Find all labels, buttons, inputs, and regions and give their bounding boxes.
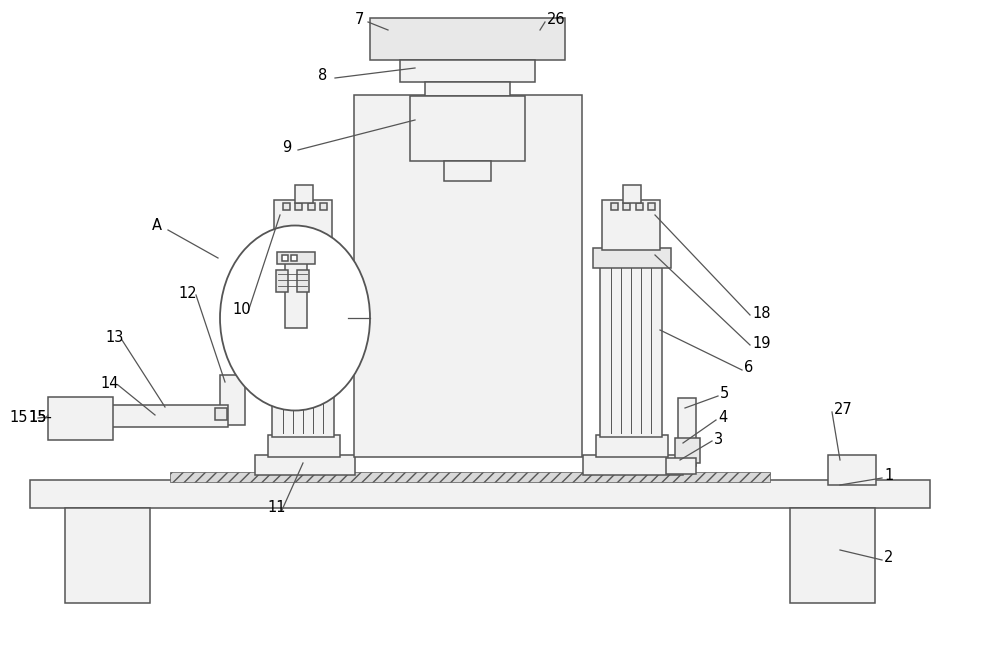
Bar xyxy=(790,508,875,603)
Ellipse shape xyxy=(220,225,370,411)
Text: 3: 3 xyxy=(714,432,723,447)
Bar xyxy=(828,455,876,485)
Bar xyxy=(623,185,641,203)
Bar xyxy=(291,255,297,261)
Bar xyxy=(593,248,671,268)
Bar xyxy=(602,200,660,250)
Text: 19: 19 xyxy=(752,336,770,350)
Text: 27: 27 xyxy=(834,402,853,417)
Text: A: A xyxy=(152,217,162,232)
Bar xyxy=(274,200,332,250)
Text: 9: 9 xyxy=(282,140,291,156)
Text: 2: 2 xyxy=(884,550,893,565)
Bar xyxy=(215,408,227,420)
Text: 15-: 15- xyxy=(28,411,52,426)
Bar xyxy=(320,203,327,210)
Bar xyxy=(675,438,700,463)
Bar xyxy=(65,508,150,603)
Bar xyxy=(30,480,930,508)
Bar xyxy=(444,161,491,181)
Bar xyxy=(272,265,334,437)
Bar xyxy=(88,405,228,427)
Bar xyxy=(666,458,696,474)
Bar xyxy=(283,203,290,210)
Bar xyxy=(596,435,668,457)
Bar xyxy=(600,265,662,437)
Bar xyxy=(295,203,302,210)
Text: 26: 26 xyxy=(547,12,566,27)
Bar xyxy=(678,398,696,466)
Text: 8: 8 xyxy=(318,69,327,84)
Bar xyxy=(295,185,313,203)
Bar xyxy=(282,255,288,261)
Text: 4: 4 xyxy=(718,411,727,426)
Bar xyxy=(285,260,307,328)
Bar xyxy=(425,82,510,96)
Text: 1: 1 xyxy=(884,469,893,484)
Bar xyxy=(255,455,355,475)
Bar xyxy=(277,252,315,264)
Bar xyxy=(611,203,618,210)
Text: 11: 11 xyxy=(267,500,286,515)
Bar xyxy=(648,203,655,210)
Text: 6: 6 xyxy=(744,360,753,376)
Bar xyxy=(370,18,565,60)
Bar xyxy=(170,472,770,482)
Bar xyxy=(400,60,535,82)
Text: 13: 13 xyxy=(105,330,123,345)
Text: 15: 15 xyxy=(28,411,46,426)
Bar xyxy=(220,375,245,425)
Bar xyxy=(410,96,525,161)
Text: 5: 5 xyxy=(720,387,729,402)
Bar xyxy=(265,248,343,268)
Bar xyxy=(623,203,630,210)
Bar xyxy=(636,203,643,210)
Bar xyxy=(268,435,340,457)
Bar xyxy=(308,203,315,210)
Bar xyxy=(276,270,288,292)
Text: 18: 18 xyxy=(752,306,770,321)
Text: 14: 14 xyxy=(100,376,119,391)
Text: 12: 12 xyxy=(178,286,197,300)
Bar xyxy=(354,95,582,457)
Text: 10: 10 xyxy=(232,302,251,317)
Bar xyxy=(297,270,309,292)
Text: 7: 7 xyxy=(355,12,364,27)
Bar xyxy=(583,455,683,475)
Bar xyxy=(48,397,113,440)
Text: 15: 15 xyxy=(10,411,28,426)
